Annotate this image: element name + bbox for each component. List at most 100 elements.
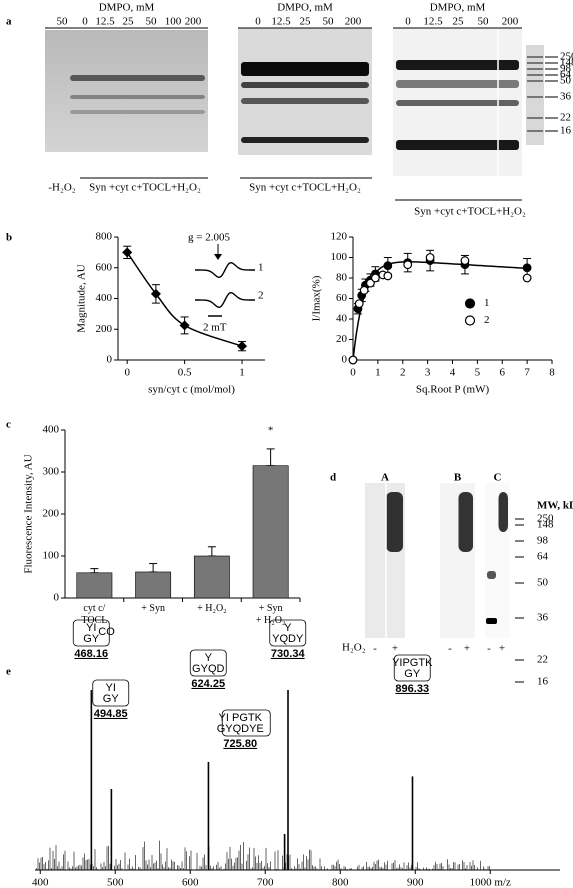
x-tick-label: 5	[475, 367, 481, 379]
marker-label: 22	[537, 654, 548, 666]
fit-curve	[352, 261, 528, 361]
gel-band	[396, 80, 519, 88]
x-tick-label: 6	[500, 367, 506, 379]
legend-label: 1	[484, 297, 490, 309]
x-tick-label: 900	[407, 877, 424, 888]
marker-label: 36	[560, 91, 572, 103]
x-tick-label: 0	[350, 367, 356, 379]
x-tick-label: 0	[124, 367, 130, 379]
fragment-bottom: GY	[103, 693, 120, 705]
bar	[135, 571, 172, 599]
gel-smear	[458, 492, 473, 552]
peak-label: 725.80	[223, 738, 257, 750]
panel-label: e	[6, 666, 11, 678]
x-tick-label: 3	[425, 367, 431, 379]
x-tick-label: 400	[32, 877, 49, 888]
y-tick-label: 100	[331, 251, 348, 263]
lane-label: 50	[57, 16, 69, 28]
legend-marker	[464, 315, 476, 326]
fragment-box	[393, 654, 431, 682]
lane-label: 25	[300, 16, 312, 28]
x-tick-label: 1	[375, 367, 381, 379]
data-point	[383, 261, 393, 271]
gel-band	[396, 100, 519, 106]
gel-smear	[386, 492, 403, 552]
x-tick-label: + Syn	[141, 603, 165, 614]
fragment-box	[72, 619, 110, 647]
gel-header: DMPO, mM	[99, 2, 155, 14]
lane-sign: -	[487, 643, 491, 655]
legend-label: 2	[484, 314, 490, 326]
panel-label: c	[6, 419, 11, 431]
epr-spectrum	[195, 262, 255, 278]
x-tick-label: + H₂O₂	[197, 603, 227, 614]
lane-label: 0	[255, 16, 261, 28]
fragment-top: YIPGTK	[392, 657, 433, 669]
fragment-box	[221, 709, 271, 737]
bar	[193, 555, 230, 599]
lane-label: 25	[453, 16, 465, 28]
fragment-bottom: GY	[404, 668, 421, 680]
lane-label: 200	[185, 16, 202, 28]
y-tick-label: 0	[342, 354, 348, 366]
gel-band	[486, 618, 497, 624]
fragment-box	[189, 649, 227, 677]
marker-label: 98	[560, 63, 572, 75]
marker-label: 36	[537, 612, 549, 624]
gel	[238, 28, 372, 155]
x-axis-label: syn/cyt c (mol/mol)	[148, 384, 235, 396]
y-tick-label: 300	[43, 466, 60, 478]
data-point	[150, 288, 161, 299]
data-point	[354, 299, 364, 309]
marker-label: 50	[537, 577, 549, 589]
fragment-bottom: GYQDYE	[217, 723, 264, 735]
annotation: 2 mT	[203, 322, 227, 334]
gel-band	[70, 75, 205, 81]
y-tick-label: 800	[96, 231, 113, 243]
data-point	[348, 355, 358, 365]
bar	[252, 465, 289, 599]
y-tick-label: 200	[43, 508, 60, 520]
panel-label: b	[6, 232, 12, 244]
y-tick-label: 600	[96, 261, 113, 273]
lane-label: 12.5	[95, 16, 115, 28]
annotation: 2	[258, 290, 264, 302]
data-point	[460, 256, 470, 265]
data-point	[522, 273, 532, 283]
gel-smear	[498, 492, 508, 532]
y-axis-label: Magnitude, AU	[76, 264, 88, 332]
fragment-sub: CO	[98, 626, 115, 638]
mw-title: MW, kDa	[537, 500, 573, 512]
arrow-head	[214, 254, 222, 260]
annotation: 1	[258, 262, 264, 274]
x-tick-label: 700	[257, 877, 274, 888]
y-axis-label: Fluorescence Intensity, AU	[23, 454, 35, 573]
fragment-box	[92, 679, 130, 707]
gel-band	[241, 98, 369, 104]
marker-label: 98	[537, 535, 549, 547]
x-tick-label: 8	[549, 367, 555, 379]
annotation: g = 2.005	[188, 232, 230, 244]
panel-label: d	[330, 472, 336, 484]
y-tick-label: 20	[336, 333, 348, 345]
marker-label: 22	[560, 112, 571, 124]
lane-sign: +	[499, 643, 505, 655]
gel-footer: -H₂O₂	[48, 182, 75, 194]
lane-label: 50	[323, 16, 335, 28]
lane-label: 50	[146, 16, 158, 28]
y-tick-label: 0	[107, 354, 113, 366]
x-tick-label: 0.5	[178, 367, 192, 379]
fragment-bottom: YQDY	[272, 633, 304, 645]
lane-label: 12.5	[423, 16, 443, 28]
lane-label: 100	[165, 16, 182, 28]
lane-sign: -	[373, 643, 377, 655]
marker-label: 64	[537, 551, 549, 563]
gel-footer: Syn +cyt c+TOCL+H₂O₂	[249, 182, 361, 194]
lane-sign: +	[392, 643, 398, 655]
gel	[45, 30, 208, 152]
gel-footer: Syn +cyt c+TOCL+H₂O₂	[89, 182, 201, 194]
legend-marker	[464, 298, 476, 309]
gel-band	[241, 62, 369, 76]
x-tick-label: 7	[524, 367, 530, 379]
